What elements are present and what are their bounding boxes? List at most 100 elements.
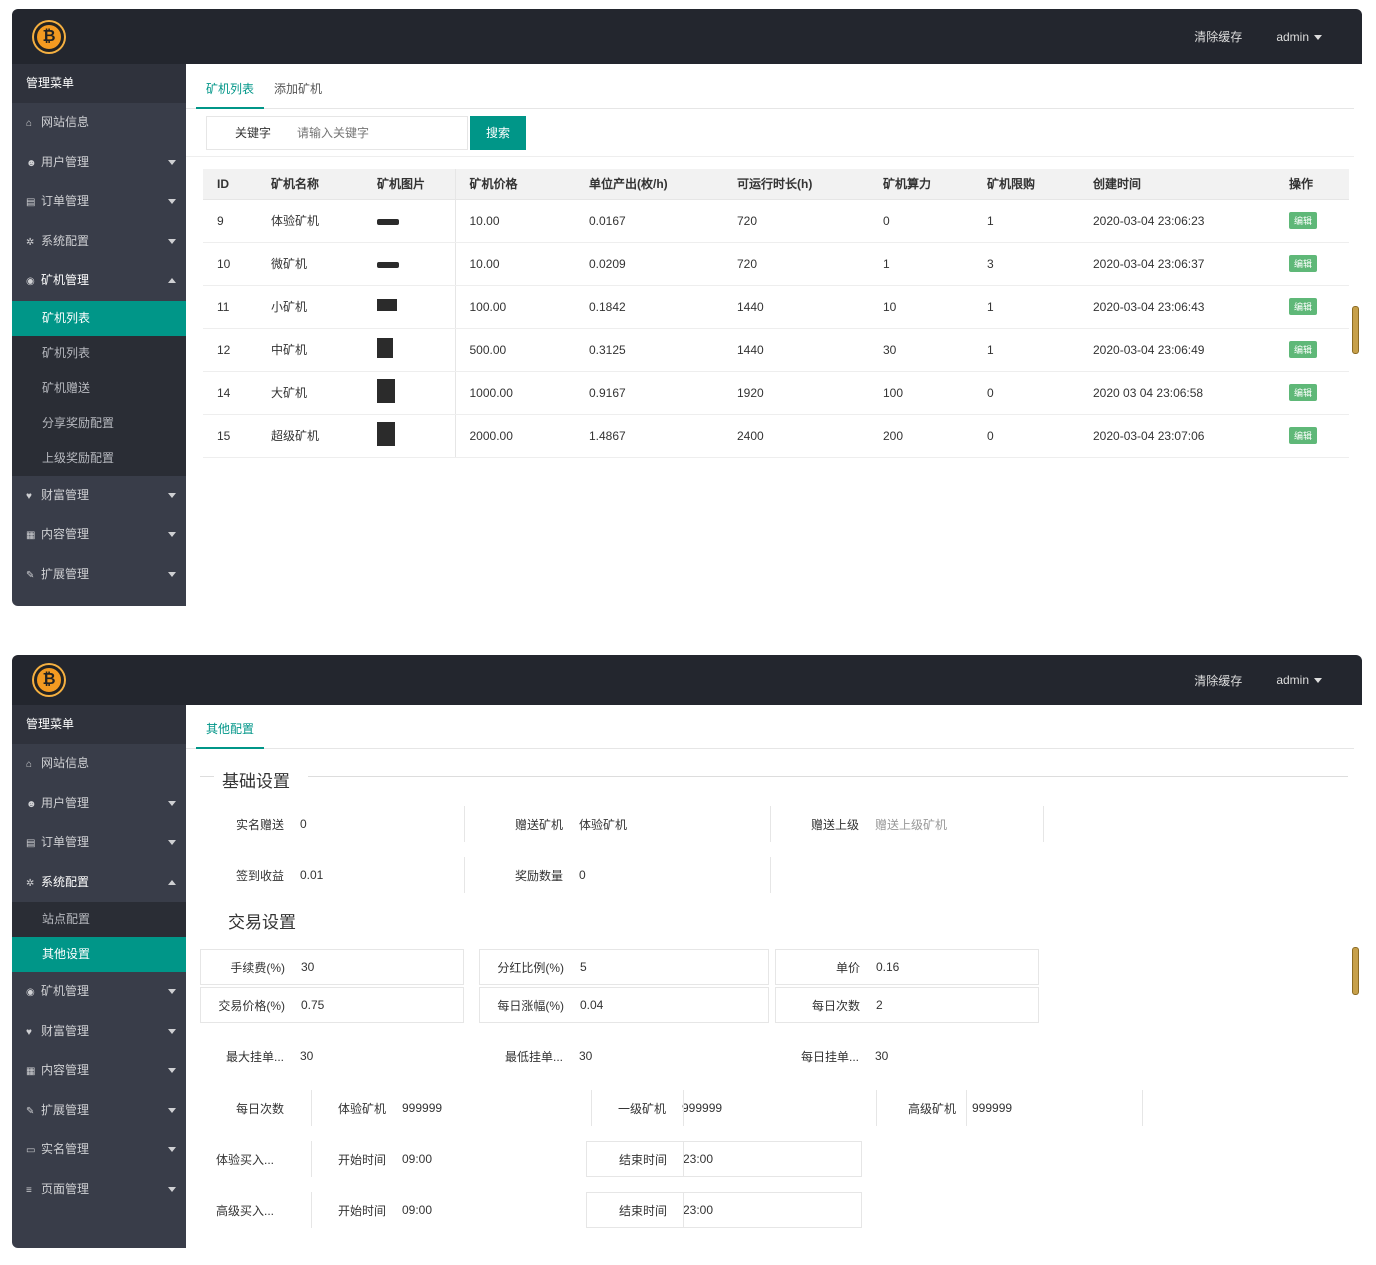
scrollbar[interactable] [1352, 947, 1359, 995]
search-button[interactable]: 搜索 [470, 115, 526, 150]
table-cell-time: 2020-03-04 23:07:06 [1079, 414, 1275, 458]
sidebar-item[interactable]: ☻ 用户管理 [12, 143, 186, 183]
sidebar-subitem[interactable]: 其他设置 [12, 937, 186, 972]
field-label: 高级矿机 [907, 1101, 956, 1116]
field-input[interactable]: 30 [579, 1049, 593, 1063]
field-input[interactable]: 0.75 [301, 998, 325, 1012]
edit-button[interactable]: 编辑 [1289, 298, 1318, 315]
sidebar-item[interactable]: ✎ 扩展管理 [12, 555, 186, 595]
field-input[interactable]: 0.04 [580, 998, 604, 1012]
field-input[interactable]: 30 [300, 1049, 314, 1063]
edit-button[interactable]: 编辑 [1289, 212, 1318, 229]
clear-cache-link[interactable]: 清除缓存 [1194, 673, 1243, 688]
field-label: 高级买入... [216, 1203, 275, 1218]
field-label: 最低挂单... [504, 1049, 563, 1064]
scrollbar[interactable] [1352, 306, 1359, 354]
column-header: 可运行时长(h) [723, 169, 869, 200]
sidebar-subitem[interactable]: 上级奖励配置 [42, 450, 115, 465]
heart-icon: ♥ [26, 1026, 32, 1038]
sidebar-item[interactable]: ▭ 实名管理 [12, 1130, 186, 1170]
sidebar-item[interactable]: ◉ 矿机管理 [12, 972, 186, 1012]
sidebar-item[interactable]: ⌂ 网站信息 [12, 744, 186, 784]
section-title: 基础设置 [222, 772, 290, 791]
sidebar-item[interactable]: ⌂ 网站信息 [12, 103, 186, 143]
wrench-icon: ✎ [26, 569, 35, 581]
sidebar-subitem[interactable]: 矿机赠送 [42, 380, 91, 395]
field-input[interactable]: 999999 [972, 1101, 1013, 1115]
form-field: 手续费(%) 30 [200, 949, 464, 985]
sidebar-item[interactable]: ✲ 系统配置 [12, 863, 186, 903]
tab-other-settings[interactable]: 其他配置 [196, 720, 265, 749]
edit-button[interactable]: 编辑 [1289, 384, 1318, 401]
field-label: 每日次数 [235, 1101, 284, 1116]
field-label: 交易价格(%) [218, 998, 285, 1013]
sidebar-subitem[interactable]: 站点配置 [42, 912, 91, 926]
field-input[interactable]: 0.16 [876, 960, 900, 974]
field-input[interactable]: 23:00 [683, 1203, 714, 1217]
sidebar-item[interactable]: ☻ 用户管理 [12, 784, 186, 824]
sidebar-item[interactable]: ♥ 财富管理 [12, 1012, 186, 1052]
sidebar-subitem[interactable]: 矿机列表 [42, 345, 91, 360]
field-input[interactable]: 09:00 [402, 1203, 433, 1217]
sidebar-subitem[interactable]: 分享奖励配置 [42, 415, 115, 430]
basic-settings-legend: 基础设置 [200, 767, 1362, 791]
field-input[interactable]: 09:00 [402, 1152, 433, 1166]
table-cell-out: 0.0209 [575, 242, 723, 286]
edit-button[interactable]: 编辑 [1289, 255, 1318, 272]
tab-miner-list[interactable]: 矿机列表 [196, 80, 265, 109]
tab-add-miner[interactable]: 添加矿机 [274, 82, 323, 96]
sidebar-header: 管理菜单 [12, 64, 186, 103]
form-field: 每日涨幅(%) 0.04 [479, 987, 769, 1023]
user-menu[interactable]: admin [1276, 673, 1322, 687]
sidebar-item[interactable]: ✲ 系统配置 [12, 222, 186, 262]
sidebar-item-label: 财富管理 [41, 1023, 90, 1038]
field-input[interactable]: 30 [875, 1049, 889, 1063]
field-input[interactable]: 2 [876, 998, 883, 1012]
field-input[interactable]: 体验矿机 [579, 817, 628, 832]
field-input[interactable]: 0 [300, 817, 307, 831]
field-label: 签到收益 [235, 868, 284, 883]
sidebar-item[interactable]: ✎ 扩展管理 [12, 1091, 186, 1131]
form-field: 体验矿机 999999 [306, 1090, 582, 1126]
sidebar-item[interactable]: ♥ 财富管理 [12, 476, 186, 516]
table-cell-out: 1.4867 [575, 414, 723, 458]
sidebar-item[interactable]: ▤ 订单管理 [12, 823, 186, 863]
search-input[interactable] [297, 125, 457, 140]
sidebar-item[interactable]: ▦ 内容管理 [12, 515, 186, 555]
edit-button[interactable]: 编辑 [1289, 341, 1318, 358]
field-input[interactable]: 5 [580, 960, 587, 974]
column-header: 单位产出(枚/h) [575, 169, 723, 200]
field-input[interactable]: 赠送上级矿机 [875, 817, 948, 832]
field-label: 分红比例(%) [497, 960, 564, 975]
sidebar-item[interactable]: ◉ 矿机管理 [12, 261, 186, 301]
table-cell-limit: 0 [973, 371, 1079, 415]
user-menu[interactable]: admin [1276, 30, 1322, 44]
sidebar-item[interactable]: ▤ 订单管理 [12, 182, 186, 222]
table-cell-limit: 1 [973, 328, 1079, 372]
sidebar-item[interactable]: ▦ 内容管理 [12, 1051, 186, 1091]
doc-icon: ▦ [26, 530, 36, 541]
field-input[interactable]: 999999 [402, 1101, 443, 1115]
field-divider [876, 1090, 877, 1126]
chevron-down-icon [168, 1107, 176, 1113]
table-cell-img [363, 242, 455, 286]
edit-button[interactable]: 编辑 [1289, 427, 1318, 444]
column-header: 操作 [1275, 169, 1349, 200]
field-input[interactable]: 30 [301, 960, 315, 974]
field-input[interactable]: 0 [579, 868, 586, 882]
table-row: 10 微矿机 10.00 0.0209 720 1 3 2020-03-04 23:06:37… [203, 242, 1349, 286]
field-input[interactable]: 999999 [682, 1101, 723, 1115]
table-cell-id: 15 [203, 414, 257, 458]
sidebar-item[interactable]: ≡ 页面管理 [12, 1170, 186, 1210]
logo-icon[interactable]: ₿ [34, 22, 64, 52]
field-label: 每日涨幅(%) [497, 998, 564, 1013]
clear-cache-link[interactable]: 清除缓存 [1194, 30, 1243, 44]
column-header: 矿机价格 [454, 169, 575, 200]
field-input[interactable]: 0.01 [300, 868, 324, 882]
miner-table: ID 矿机名称 矿机图片 矿机价格 单位产出(枚/h) 可运行时长(h) 矿机算力 矿机限购创… [203, 169, 1349, 458]
logo-icon[interactable]: ₿ [34, 665, 64, 695]
sidebar-item-label: 订单管理 [41, 835, 90, 849]
field-input[interactable]: 23:00 [683, 1152, 714, 1166]
sidebar-subitem[interactable]: 矿机列表 [12, 300, 186, 336]
form-field: 一级矿机 999999 [586, 1090, 862, 1126]
